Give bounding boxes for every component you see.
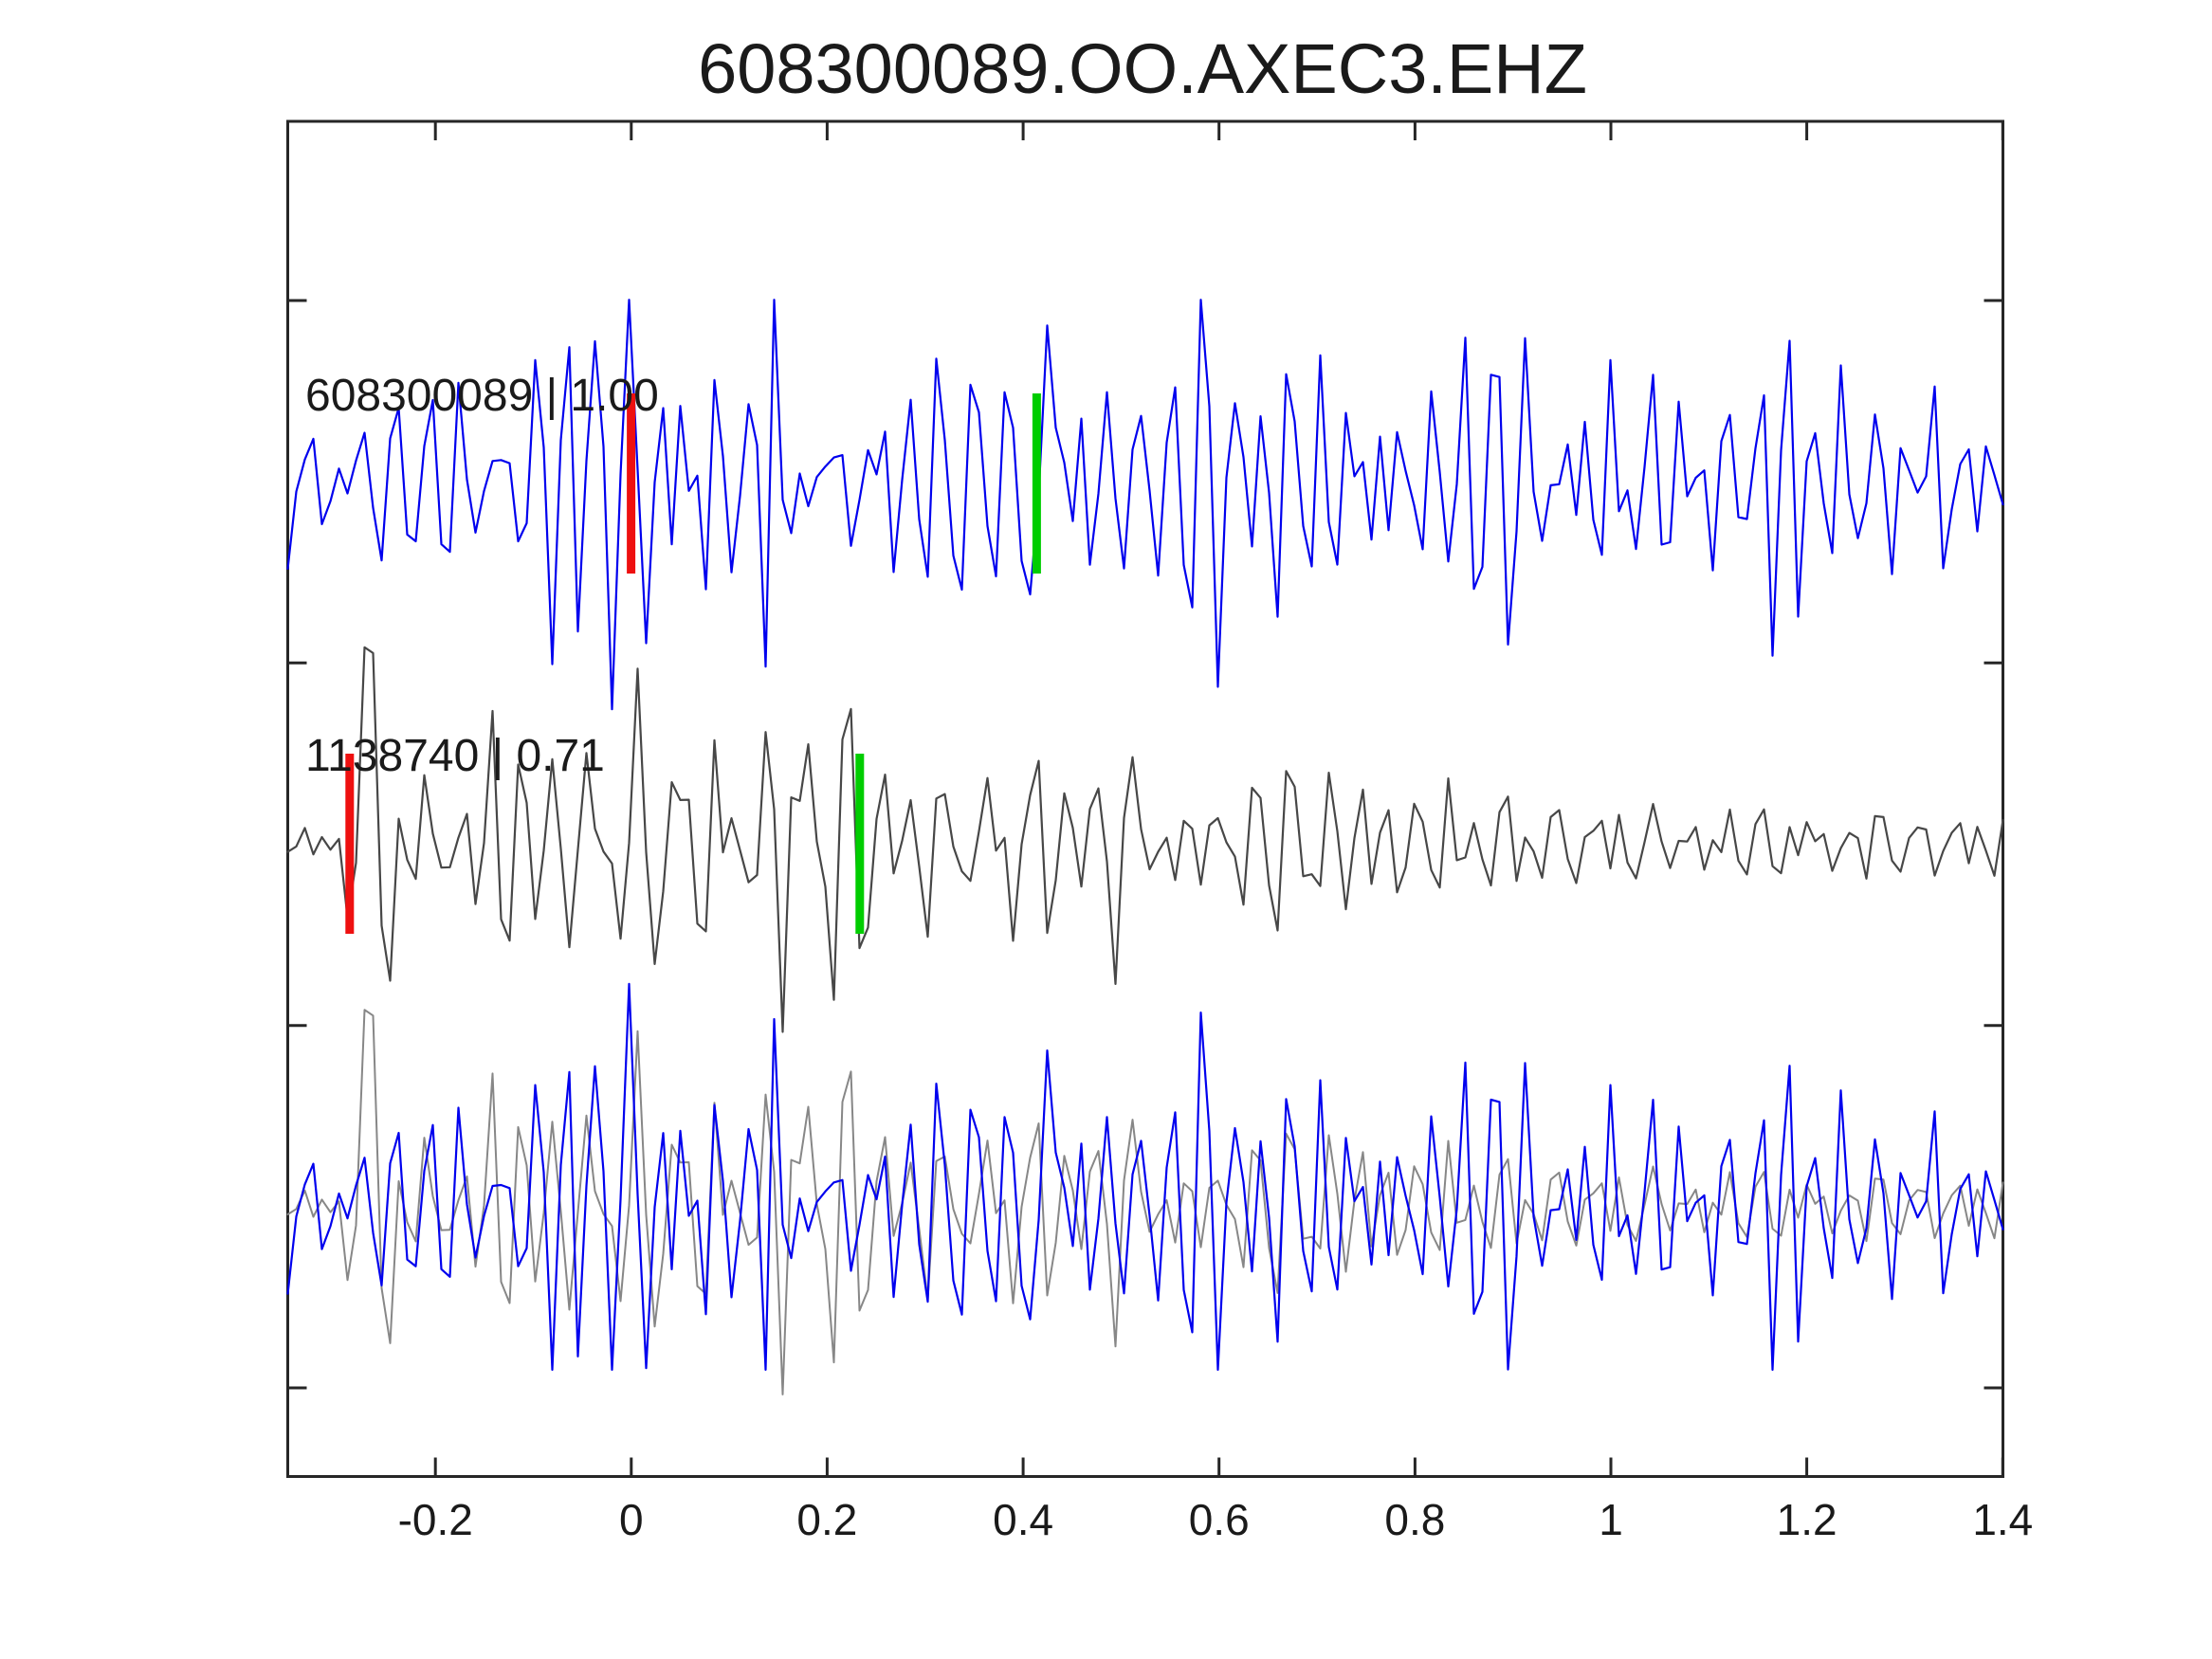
svg-text:0.2: 0.2	[796, 1495, 857, 1544]
svg-text:0.4: 0.4	[993, 1495, 1053, 1544]
svg-text:608300089 | 1.00: 608300089 | 1.00	[305, 371, 659, 421]
svg-text:608300089.OO.AXEC3.EHZ: 608300089.OO.AXEC3.EHZ	[698, 29, 1587, 108]
svg-text:0.8: 0.8	[1384, 1495, 1445, 1544]
svg-text:1138740 | 0.71: 1138740 | 0.71	[305, 731, 605, 781]
svg-text:1.4: 1.4	[1972, 1495, 2033, 1544]
svg-text:0: 0	[619, 1495, 644, 1544]
svg-text:1.2: 1.2	[1777, 1495, 1837, 1544]
svg-text:1: 1	[1599, 1495, 1623, 1544]
svg-text:0.6: 0.6	[1189, 1495, 1250, 1544]
svg-text:-0.2: -0.2	[398, 1495, 473, 1544]
